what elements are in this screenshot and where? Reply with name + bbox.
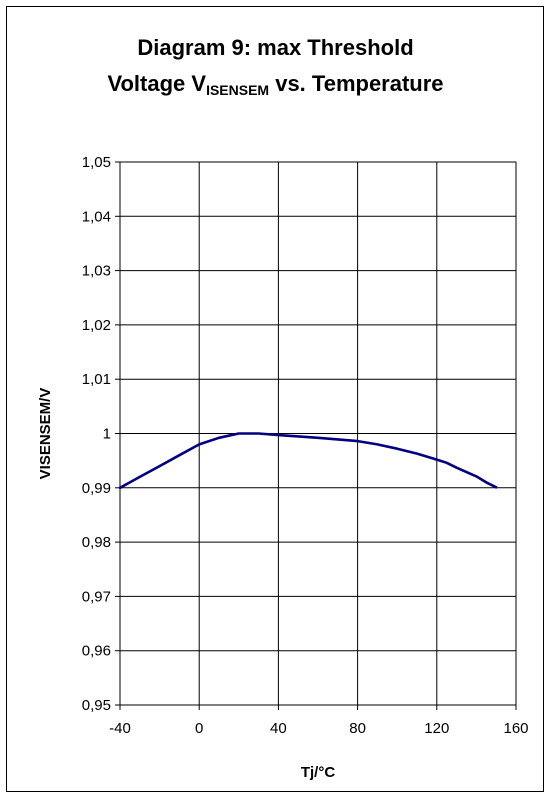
series-line xyxy=(118,432,498,490)
chart-title-prefix: Voltage V xyxy=(107,71,207,96)
y-tick-label: 1 xyxy=(103,426,111,443)
x-tick-label: 0 xyxy=(195,720,203,737)
chart-title: Diagram 9: max Threshold Voltage VISENSE… xyxy=(0,30,551,108)
x-tick-label: 80 xyxy=(349,720,366,737)
y-tick-label: 0,98 xyxy=(82,534,111,551)
y-tick-label: 1,03 xyxy=(82,263,111,280)
chart-title-line1: Diagram 9: max Threshold xyxy=(137,35,414,60)
y-tick-label: 1,04 xyxy=(82,208,111,225)
chart-title-line2: Voltage VISENSEM vs. Temperature xyxy=(0,66,551,108)
chart-title-suffix: vs. Temperature xyxy=(269,71,444,96)
x-axis-label: Tj/°C xyxy=(301,764,335,781)
y-tick-label: 1,05 xyxy=(82,154,111,171)
x-tick-label: 120 xyxy=(424,720,449,737)
x-tick-label: 40 xyxy=(270,720,287,737)
y-tick-label: 1,01 xyxy=(82,371,111,388)
y-tick-label: 0,96 xyxy=(82,643,111,660)
y-tick-label: 1,02 xyxy=(82,317,111,334)
x-tick-label: -40 xyxy=(109,720,131,737)
y-axis-label: VISENSEM/V xyxy=(37,388,54,480)
chart-title-subscript: ISENSEM xyxy=(206,82,270,98)
y-tick-label: 0,97 xyxy=(82,588,111,605)
x-tick-label: 160 xyxy=(503,720,528,737)
y-tick-label: 0,95 xyxy=(82,697,111,714)
y-tick-label: 0,99 xyxy=(82,480,111,497)
